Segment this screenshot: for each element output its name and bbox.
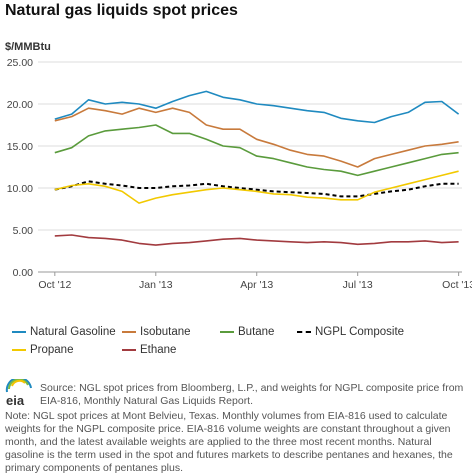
legend-row: Propane Ethane [12, 344, 472, 362]
series-line-natural-gasoline [54, 90, 460, 124]
legend-swatch [122, 331, 136, 333]
line-chart: 0.00 5.00 10.00 15.00 20.00 25.00 Oct '12 Jan '… [7, 57, 472, 291]
legend-swatch [12, 349, 26, 351]
eia-logo: eia [5, 379, 32, 408]
y-tick-label: 5.00 [13, 225, 34, 237]
source-text: Source: NGL spot prices from Bloomberg, … [40, 382, 464, 407]
y-tick-label: 10.00 [7, 183, 33, 195]
y-tick-label: 0.00 [13, 267, 34, 279]
x-tick-label: Jul '13 [343, 279, 373, 291]
series-line-isobutane [54, 107, 459, 168]
legend-item[interactable]: NGPL Composite [297, 326, 404, 338]
y-tick-label: 15.00 [7, 141, 33, 153]
legend-item[interactable]: Butane [220, 326, 274, 338]
series-line-propane [54, 170, 459, 204]
series-line-butane [54, 124, 459, 177]
legend-swatch [297, 331, 311, 333]
x-tick-label: Apr '13 [240, 279, 273, 291]
chart-legend: Natural Gasoline Isobutane Butane NGPL Comp… [12, 326, 472, 362]
legend-item[interactable]: Isobutane [122, 326, 191, 338]
legend-label: Isobutane [140, 326, 191, 338]
legend-label: Natural Gasoline [30, 326, 116, 338]
x-tick-label: Oct '13 [442, 279, 472, 291]
legend-row: Natural Gasoline Isobutane Butane NGPL Comp… [12, 326, 472, 344]
chart-title: Natural gas liquids spot prices [5, 2, 238, 19]
legend-item[interactable]: Propane [12, 344, 73, 356]
logo-arc [11, 379, 26, 387]
legend-label: NGPL Composite [315, 326, 405, 338]
legend-swatch [12, 331, 26, 333]
y-tick-label: 25.00 [7, 57, 33, 69]
y-axis-unit-label: $/MMBtu [5, 41, 51, 53]
legend-item[interactable]: Ethane [122, 344, 176, 356]
series-line-ethane [54, 234, 459, 246]
note-text: Note: NGL spot prices at Mont Belvieu, T… [5, 410, 453, 474]
legend-label: Propane [30, 344, 74, 356]
x-tick-label: Jan '13 [139, 279, 173, 291]
legend-label: Butane [238, 326, 275, 338]
y-tick-label: 20.00 [7, 99, 33, 111]
logo-arc [8, 379, 29, 390]
logo-arc [5, 379, 32, 393]
logo-text: eia [6, 393, 25, 408]
series-line-ngpl-composite [54, 180, 459, 198]
legend-label: Ethane [140, 344, 177, 356]
legend-item[interactable]: Natural Gasoline [12, 326, 116, 338]
x-tick-label: Oct '12 [38, 279, 71, 291]
legend-swatch [220, 331, 234, 333]
legend-swatch [122, 349, 136, 351]
